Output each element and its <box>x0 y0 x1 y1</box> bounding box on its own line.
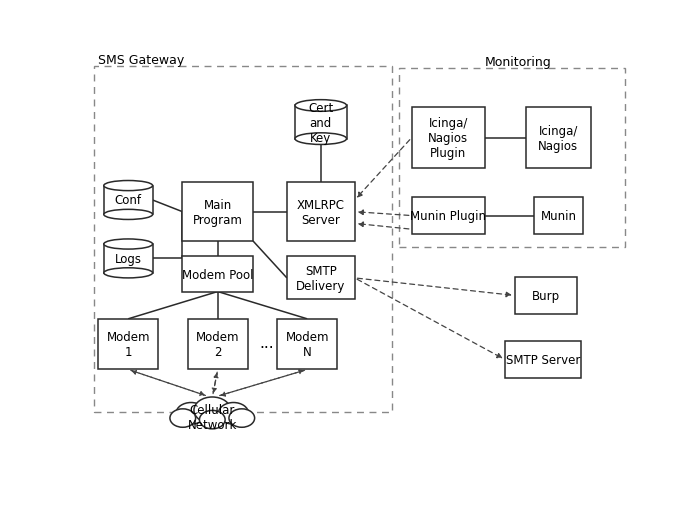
FancyBboxPatch shape <box>534 197 583 235</box>
Circle shape <box>229 409 255 427</box>
FancyBboxPatch shape <box>526 108 591 169</box>
Text: Modem
N: Modem N <box>286 330 329 359</box>
FancyBboxPatch shape <box>104 244 153 273</box>
Text: ...: ... <box>259 335 274 350</box>
Text: SMS Gateway: SMS Gateway <box>98 54 185 67</box>
Text: SMTP
Delivery: SMTP Delivery <box>296 265 346 292</box>
Text: Modem
2: Modem 2 <box>196 330 239 359</box>
Circle shape <box>199 411 225 429</box>
Text: Monitoring: Monitoring <box>485 56 552 68</box>
Text: Modem
1: Modem 1 <box>106 330 150 359</box>
Text: Main
Program: Main Program <box>193 198 243 226</box>
FancyBboxPatch shape <box>287 183 355 241</box>
Ellipse shape <box>104 181 153 191</box>
Text: Icinga/
Nagios
Plugin: Icinga/ Nagios Plugin <box>428 117 468 160</box>
FancyBboxPatch shape <box>412 197 485 235</box>
Circle shape <box>194 397 230 424</box>
FancyBboxPatch shape <box>277 319 337 370</box>
Ellipse shape <box>295 133 346 145</box>
FancyBboxPatch shape <box>412 108 485 169</box>
FancyBboxPatch shape <box>98 319 158 370</box>
Ellipse shape <box>104 268 153 278</box>
Text: Munin: Munin <box>540 210 576 223</box>
Ellipse shape <box>295 100 346 112</box>
Text: Logs: Logs <box>115 252 141 266</box>
Text: Cellular
Network: Cellular Network <box>188 403 237 431</box>
Text: Conf: Conf <box>115 194 141 207</box>
Text: Icinga/
Nagios: Icinga/ Nagios <box>538 124 578 153</box>
FancyBboxPatch shape <box>514 277 577 314</box>
Text: Cert
and
Key: Cert and Key <box>308 102 333 144</box>
Circle shape <box>218 402 248 424</box>
Text: Burp: Burp <box>532 289 560 302</box>
FancyBboxPatch shape <box>295 106 346 139</box>
Text: SMTP Server: SMTP Server <box>506 354 580 367</box>
Ellipse shape <box>104 239 153 249</box>
FancyBboxPatch shape <box>188 319 248 370</box>
Ellipse shape <box>104 210 153 220</box>
FancyBboxPatch shape <box>104 186 153 215</box>
FancyBboxPatch shape <box>183 257 253 292</box>
Text: Munin Plugin: Munin Plugin <box>410 210 486 223</box>
FancyBboxPatch shape <box>505 341 581 378</box>
Circle shape <box>176 402 206 424</box>
FancyBboxPatch shape <box>183 183 253 241</box>
Text: XMLRPC
Server: XMLRPC Server <box>297 198 345 226</box>
Circle shape <box>170 409 195 427</box>
FancyBboxPatch shape <box>287 257 355 300</box>
Text: Modem Pool: Modem Pool <box>182 268 253 281</box>
